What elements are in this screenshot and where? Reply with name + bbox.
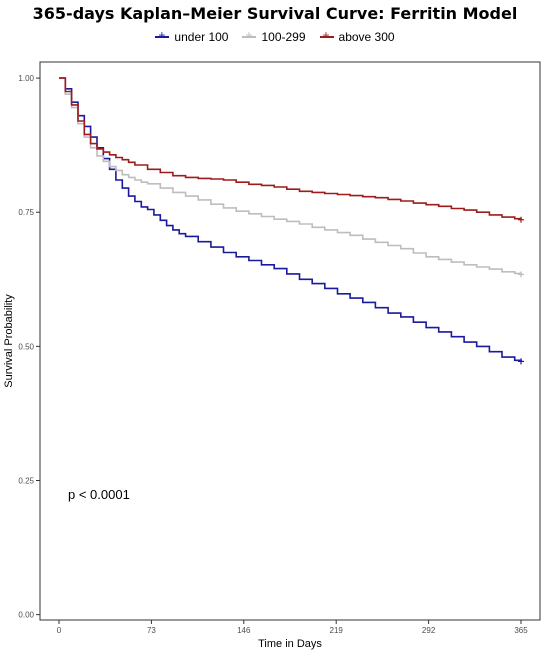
y-tick-label: 0.50: [18, 342, 34, 351]
legend-label: 100-299: [261, 30, 306, 44]
x-tick-label: 146: [237, 626, 251, 635]
x-tick-label: 219: [330, 626, 344, 635]
y-axis-label: Survival Probability: [3, 294, 15, 388]
legend-item: 100-299: [242, 28, 306, 44]
y-tick-label: 0.75: [18, 208, 34, 217]
y-tick-label: 0.25: [18, 477, 34, 486]
legend-label: above 300: [338, 30, 395, 44]
survival-curve-2: [59, 77, 522, 220]
x-tick-label: 0: [57, 626, 62, 635]
legend-swatch: [242, 28, 257, 42]
x-tick-label: 365: [514, 626, 528, 635]
chart-title: 365-days Kaplan–Meier Survival Curve: Fe…: [32, 4, 518, 23]
survival-curve-0: [59, 77, 522, 362]
x-tick-label: 73: [147, 626, 156, 635]
p-value-annotation: p < 0.0001: [68, 487, 130, 502]
legend-item: under 100: [155, 28, 229, 44]
y-tick-label: 1.00: [18, 74, 34, 83]
legend: under 100 100-299 above 300: [0, 28, 550, 44]
plot-panel-border: [39, 61, 541, 621]
x-tick-label: 292: [422, 626, 436, 635]
x-axis-label: Time in Days: [258, 638, 322, 650]
legend-swatch: [155, 28, 170, 42]
legend-swatch: [319, 28, 334, 42]
survival-curve-1: [59, 77, 522, 275]
legend-item: above 300: [319, 28, 395, 44]
y-tick-label: 0.00: [18, 611, 34, 620]
legend-label: under 100: [174, 30, 229, 44]
